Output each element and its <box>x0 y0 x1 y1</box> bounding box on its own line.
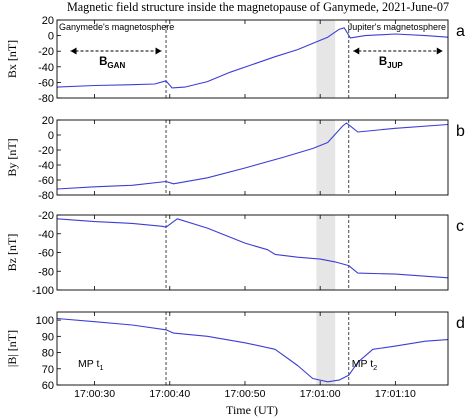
gan-arrow-head-left <box>70 47 77 55</box>
panel-d: 100 90 80 70 60 17:00:30 17:00:40 17:00:50 17:01… <box>5 311 465 400</box>
axes-frame <box>56 119 449 196</box>
gan-arrow-label: BGAN <box>99 56 125 70</box>
x-tick-label: 17:00:40 <box>149 388 190 400</box>
panel-letter: d <box>456 315 465 332</box>
shaded-interval <box>316 20 336 98</box>
y-tick-label: 90 <box>42 331 54 343</box>
y-axis-label: Bz [nT] <box>5 234 19 272</box>
y-axis-label: Bx [nT] <box>5 40 19 78</box>
y-axis-label: |B| [nT] <box>5 330 19 367</box>
series-line-c <box>56 218 449 279</box>
x-axis-label: Time (UT) <box>226 403 278 417</box>
jup-arrow-head-right <box>436 47 443 55</box>
figure-title: Magnetic field structure inside the magn… <box>67 0 449 14</box>
jup-arrow-head-left <box>353 47 360 55</box>
mp2-label: MP t2 <box>352 358 378 372</box>
gan-arrow-head-right <box>155 47 162 55</box>
axes-frame <box>56 19 449 99</box>
panel-b: 20 0 -20 -40 -60 -80 By [nT] b <box>5 115 465 202</box>
y-tick-label: -80 <box>38 93 54 105</box>
shaded-interval <box>316 215 336 290</box>
axes-frame <box>56 311 449 386</box>
shaded-interval <box>316 312 336 385</box>
region-label-left: Ganymede's magnetosphere <box>59 22 174 32</box>
y-tick-label: -60 <box>38 77 54 89</box>
y-tick-label: -60 <box>38 248 54 260</box>
panel-c: -20 -40 -60 -80 -100 Bz [nT] c <box>5 210 464 297</box>
mp1-label: MP t1 <box>78 358 104 372</box>
y-tick-label: -40 <box>38 160 54 172</box>
y-tick-label: 20 <box>42 15 54 27</box>
y-tick-label: 20 <box>42 115 54 127</box>
y-tick-label: -80 <box>38 266 54 278</box>
y-tick-label: 100 <box>36 315 54 327</box>
series-line-d <box>56 317 449 383</box>
y-tick-label: 0 <box>48 130 54 142</box>
y-tick-label: 60 <box>42 380 54 392</box>
panels: 20 0 -20 -40 -60 -80 Bx [nT] a Ganymede's magnet… <box>5 15 465 400</box>
y-tick-label: -40 <box>38 229 54 241</box>
x-tick-label: 17:00:50 <box>225 388 266 400</box>
y-tick-label: -20 <box>38 145 54 157</box>
shaded-interval <box>316 120 336 195</box>
panel-letter: c <box>456 218 464 235</box>
y-tick-label: -20 <box>38 46 54 58</box>
y-tick-label: 0 <box>48 31 54 43</box>
jup-arrow-label: BJUP <box>379 56 404 70</box>
panel-a: 20 0 -20 -40 -60 -80 Bx [nT] a Ganymede's magnet… <box>5 15 465 105</box>
y-tick-label: -20 <box>38 210 54 222</box>
panel-letter: a <box>456 23 465 40</box>
y-tick-label: 70 <box>42 364 54 376</box>
panel-letter: b <box>456 123 465 140</box>
y-tick-label: 80 <box>42 348 54 360</box>
x-tick-label: 17:01:10 <box>375 388 416 400</box>
x-tick-label: 17:01:00 <box>300 388 341 400</box>
y-tick-label: -80 <box>38 190 54 202</box>
axes-frame <box>56 214 449 291</box>
y-tick-label: -40 <box>38 62 54 74</box>
region-label-right: Jupiter's magnetosphere <box>348 22 446 32</box>
y-tick-label: -100 <box>32 285 54 297</box>
series-line-b <box>56 122 449 190</box>
series-line-a <box>56 27 449 89</box>
y-axis-label: By [nT] <box>5 138 19 176</box>
y-tick-label: -60 <box>38 175 54 187</box>
x-tick-label: 17:00:30 <box>74 388 115 400</box>
